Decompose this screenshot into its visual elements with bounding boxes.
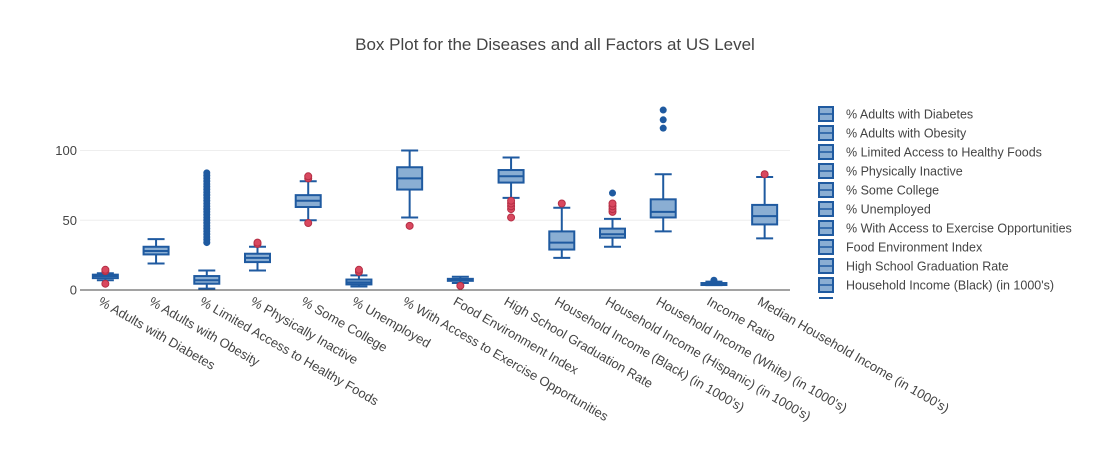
- box-body[interactable]: [548, 230, 576, 251]
- legend-label: % With Access to Exercise Opportunities: [846, 222, 1072, 236]
- box-group[interactable]: [599, 189, 626, 248]
- outlier-point: [253, 238, 262, 247]
- legend-label: High School Graduation Rate: [846, 260, 1009, 274]
- legend-item[interactable]: % Limited Access to Healthy Foods: [818, 144, 1042, 160]
- box-group[interactable]: [91, 265, 119, 288]
- outlier-point: [203, 169, 211, 177]
- outlier-point: [608, 199, 617, 208]
- outlier-point: [659, 124, 667, 132]
- box-body[interactable]: [599, 227, 626, 239]
- outlier-point: [507, 196, 516, 205]
- chart-title: Box Plot for the Diseases and all Factor…: [355, 35, 755, 54]
- legend-label: % Limited Access to Healthy Foods: [846, 146, 1042, 160]
- legend-item[interactable]: % Physically Inactive: [818, 163, 963, 179]
- legend-label: % Unemployed: [846, 203, 931, 217]
- outlier-point: [304, 219, 313, 228]
- legend-label: % Adults with Obesity: [846, 127, 967, 141]
- box-body[interactable]: [649, 198, 677, 219]
- box-body[interactable]: [751, 203, 779, 226]
- y-axis-ticks: 0 50 100: [55, 143, 77, 298]
- legend[interactable]: % Adults with Diabetes % Adults with Obes…: [818, 106, 1072, 299]
- box-group[interactable]: [142, 238, 170, 265]
- outlier-point: [659, 116, 667, 124]
- y-tick-label: 0: [70, 283, 77, 298]
- legend-item[interactable]: % Adults with Obesity: [818, 125, 967, 141]
- legend-label: Household Income (Black) (in 1000's): [846, 279, 1054, 293]
- box-group[interactable]: [193, 169, 221, 290]
- box-group[interactable]: [497, 156, 525, 222]
- box-group[interactable]: [294, 172, 322, 228]
- legend-item[interactable]: Food Environment Index: [818, 239, 983, 255]
- box-group[interactable]: [700, 276, 728, 287]
- box-group[interactable]: [649, 106, 677, 233]
- outlier-point: [101, 265, 110, 274]
- outlier-point: [659, 106, 667, 114]
- legend-item[interactable]: High School Graduation Rate: [818, 258, 1009, 274]
- x-axis-labels: % Adults with Diabetes% Adults with Obes…: [96, 294, 952, 425]
- legend-item[interactable]: % Adults with Diabetes: [818, 106, 973, 122]
- legend-item[interactable]: Household Income (Black) (in 1000's): [818, 277, 1054, 293]
- legend-item[interactable]: % With Access to Exercise Opportunities: [818, 220, 1072, 236]
- outlier-point: [710, 276, 718, 284]
- outlier-point: [760, 170, 769, 179]
- boxes: [91, 106, 779, 290]
- outlier-point: [304, 172, 313, 181]
- y-tick-label: 100: [55, 143, 77, 158]
- outlier-point: [405, 221, 414, 230]
- x-category-label: Household Income (White) (in 1000's): [654, 294, 850, 416]
- outlier-point: [354, 265, 363, 274]
- box-group[interactable]: [446, 275, 474, 290]
- outlier-point: [456, 281, 465, 290]
- legend-item[interactable]: % Unemployed: [818, 201, 931, 217]
- legend-label: % Some College: [846, 184, 939, 198]
- outlier-point: [507, 213, 516, 222]
- box-group[interactable]: [548, 199, 576, 259]
- legend-label: % Physically Inactive: [846, 165, 963, 179]
- box-group[interactable]: [244, 238, 271, 272]
- outlier-point: [101, 279, 110, 288]
- outlier-point: [609, 189, 616, 197]
- legend-label: % Adults with Diabetes: [846, 108, 973, 122]
- box-group[interactable]: [345, 265, 373, 288]
- outlier-point: [557, 199, 566, 208]
- grid-lines: [80, 150, 790, 291]
- legend-item[interactable]: % Some College: [818, 182, 939, 198]
- box-group[interactable]: [751, 170, 779, 240]
- box-group[interactable]: [396, 149, 424, 230]
- legend-overflow-edge: [819, 297, 833, 299]
- y-tick-label: 50: [63, 213, 77, 228]
- legend-label: Food Environment Index: [846, 241, 983, 255]
